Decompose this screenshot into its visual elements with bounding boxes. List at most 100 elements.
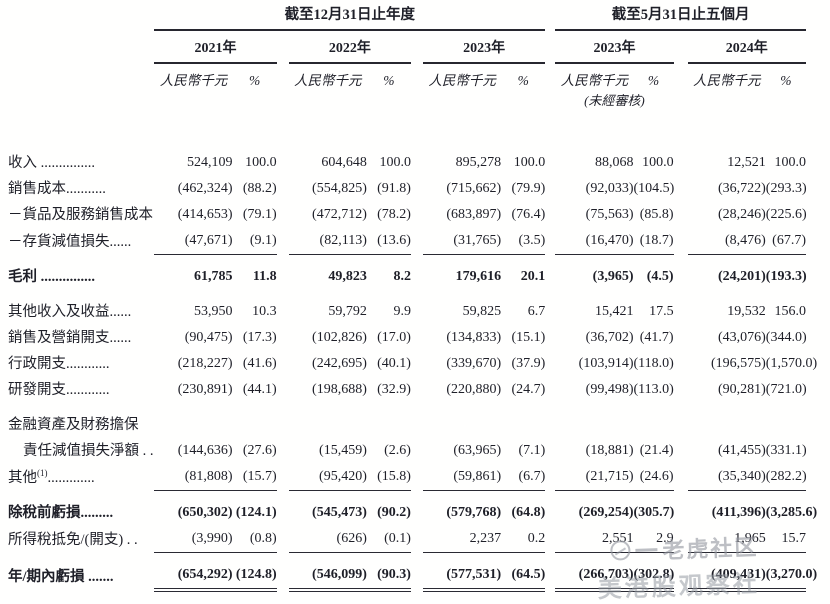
amount-cell: 2,551 <box>555 526 634 553</box>
footnote-marker: (1) <box>37 467 48 478</box>
unit-header: 人民幣千元 <box>692 73 761 88</box>
percent-cell: (0.8) <box>232 526 277 553</box>
amount-cell: (43,076) <box>717 330 766 345</box>
row-label-text: 責任減值損失淨額 . . <box>23 443 154 459</box>
amount-cell: 1,965 <box>687 526 766 553</box>
amount-cell: (28,246) <box>717 207 766 222</box>
column-spacer <box>277 325 289 351</box>
amount-cell: (626) <box>288 526 367 553</box>
amount-cell: (269,254) <box>578 505 634 520</box>
table-row: 所得稅抵免/(開支) . . (3,990) (0.8) (626) (0.1) 2,23… <box>8 526 806 553</box>
column-spacer <box>674 464 688 491</box>
row-label: 年/期內虧損 ....... <box>8 553 154 591</box>
row-label-text: 除稅前虧損......... <box>8 505 114 521</box>
amount-cell: (230,891) <box>177 382 233 397</box>
amount-cell: (144,636) <box>177 443 233 458</box>
percent-header: % <box>647 73 660 88</box>
table-row: 研發開支............ (230,891) (44.1) (198,688)… <box>8 377 807 403</box>
amount-cell: (31,765) <box>422 228 502 255</box>
percent-cell: (6.7) <box>501 464 546 491</box>
percent-cell: (344.0) <box>765 330 807 345</box>
column-spacer <box>277 150 289 176</box>
percent-cell: 100.0 <box>245 155 277 170</box>
percent-cell: 0.2 <box>501 526 546 553</box>
amount-cell: (339,670) <box>446 356 502 371</box>
unaudited-note: (未經審核) <box>584 93 645 108</box>
income-statement-table: 截至12月31日止年度 截至5月31日止五個月 2021年 2022年 2023… <box>8 8 817 592</box>
row-label: 收入 ............... <box>8 150 154 176</box>
column-spacer <box>411 150 423 176</box>
row-label-text: 銷售成本........... <box>8 181 106 197</box>
table-row: 毛利 ............... 61,785 11.8 49,823 8.2 179… <box>8 255 807 291</box>
amount-cell: (81,808) <box>154 464 233 491</box>
column-spacer <box>545 377 555 403</box>
percent-header: % <box>780 73 792 88</box>
table-body: 收入 ............... 524,109 100.0 604,648 100… <box>8 150 817 592</box>
percent-cell: (40.1) <box>377 356 411 371</box>
percent-cell: (3.5) <box>501 228 546 255</box>
amount-cell: (472,712) <box>312 207 367 222</box>
percent-cell: 100.0 <box>642 155 674 170</box>
percent-cell: 11.8 <box>252 269 277 284</box>
row-label: 其他收入及收益...... <box>8 290 154 325</box>
row-label: 責任減值損失淨額 . . <box>8 438 154 464</box>
period-header-annual: 截至12月31日止年度 <box>154 8 546 31</box>
percent-cell: 100.0 <box>513 155 546 170</box>
percent-cell: (4.5) <box>646 269 674 284</box>
amount-cell: 895,278 <box>455 155 502 170</box>
period-header-five-months: 截至5月31日止五個月 <box>555 8 806 31</box>
amount-cell: 49,823 <box>328 269 367 284</box>
column-spacer <box>674 377 688 403</box>
column-spacer <box>674 150 688 176</box>
column-spacer <box>411 202 423 228</box>
amount-cell: (411,396) <box>711 505 766 520</box>
amount-cell: (75,563) <box>585 207 634 222</box>
column-spacer <box>545 228 555 255</box>
percent-cell: (0.1) <box>366 526 411 553</box>
amount-cell: (35,340) <box>687 464 766 491</box>
percent-cell: (305.7) <box>633 505 675 520</box>
table-row: 金融資產及財務擔保 <box>8 403 806 438</box>
amount-cell: 524,109 <box>187 155 233 170</box>
percent-cell: (118.0) <box>633 356 674 371</box>
row-label-text: 年/期內虧損 ....... <box>8 569 114 585</box>
percent-cell: (124.8) <box>232 552 277 592</box>
column-spacer <box>545 464 555 491</box>
percent-cell: (85.8) <box>639 207 674 222</box>
column-spacer <box>674 325 688 351</box>
row-label: 銷售及營銷開支...... <box>8 325 154 351</box>
table-row: －貨品及服務銷售成本 (414,653) (79.1) (472,712) (78.2)… <box>8 202 807 228</box>
amount-cell: (90,281) <box>717 382 766 397</box>
amount-cell: 2,237 <box>422 526 502 553</box>
amount-cell: (15,459) <box>319 443 367 458</box>
percent-cell: (13.6) <box>366 228 411 255</box>
row-label-text: 其他 <box>8 469 37 486</box>
year-header-2024-5m: 2024年 <box>687 30 806 64</box>
year-header-2021: 2021年 <box>154 30 277 64</box>
table-header: 截至12月31日止年度 截至5月31日止五個月 2021年 2022年 2023… <box>8 8 806 150</box>
table-row: 收入 ............... 524,109 100.0 604,648 100… <box>8 150 806 176</box>
amount-cell: 12,521 <box>727 155 766 170</box>
percent-cell: (17.3) <box>242 330 277 345</box>
amount-cell: (577,531) <box>422 552 502 592</box>
amount-cell: (36,702) <box>585 330 634 345</box>
unit-header: 人民幣千元 <box>159 73 228 88</box>
amount-cell: (21,715) <box>555 464 634 491</box>
percent-cell: (37.9) <box>511 356 546 371</box>
row-label: 其他(1)............. <box>8 464 154 491</box>
column-spacer <box>277 290 289 325</box>
column-spacer <box>277 377 289 403</box>
percent-header: % <box>248 73 261 88</box>
amount-cell: (59,861) <box>422 464 502 491</box>
percent-cell: (193.3) <box>765 269 807 284</box>
amount-cell: (654,292) <box>154 552 233 592</box>
amount-cell: (218,227) <box>177 356 233 371</box>
column-spacer <box>277 255 289 291</box>
amount-cell: (414,653) <box>177 207 233 222</box>
amount-cell: (102,826) <box>312 330 367 345</box>
column-spacer <box>674 290 688 325</box>
table-row: 年/期內虧損 ....... (654,292) (124.8) (546,099)(… <box>8 552 817 592</box>
percent-cell: (64.5) <box>501 552 546 592</box>
column-spacer <box>277 351 289 377</box>
